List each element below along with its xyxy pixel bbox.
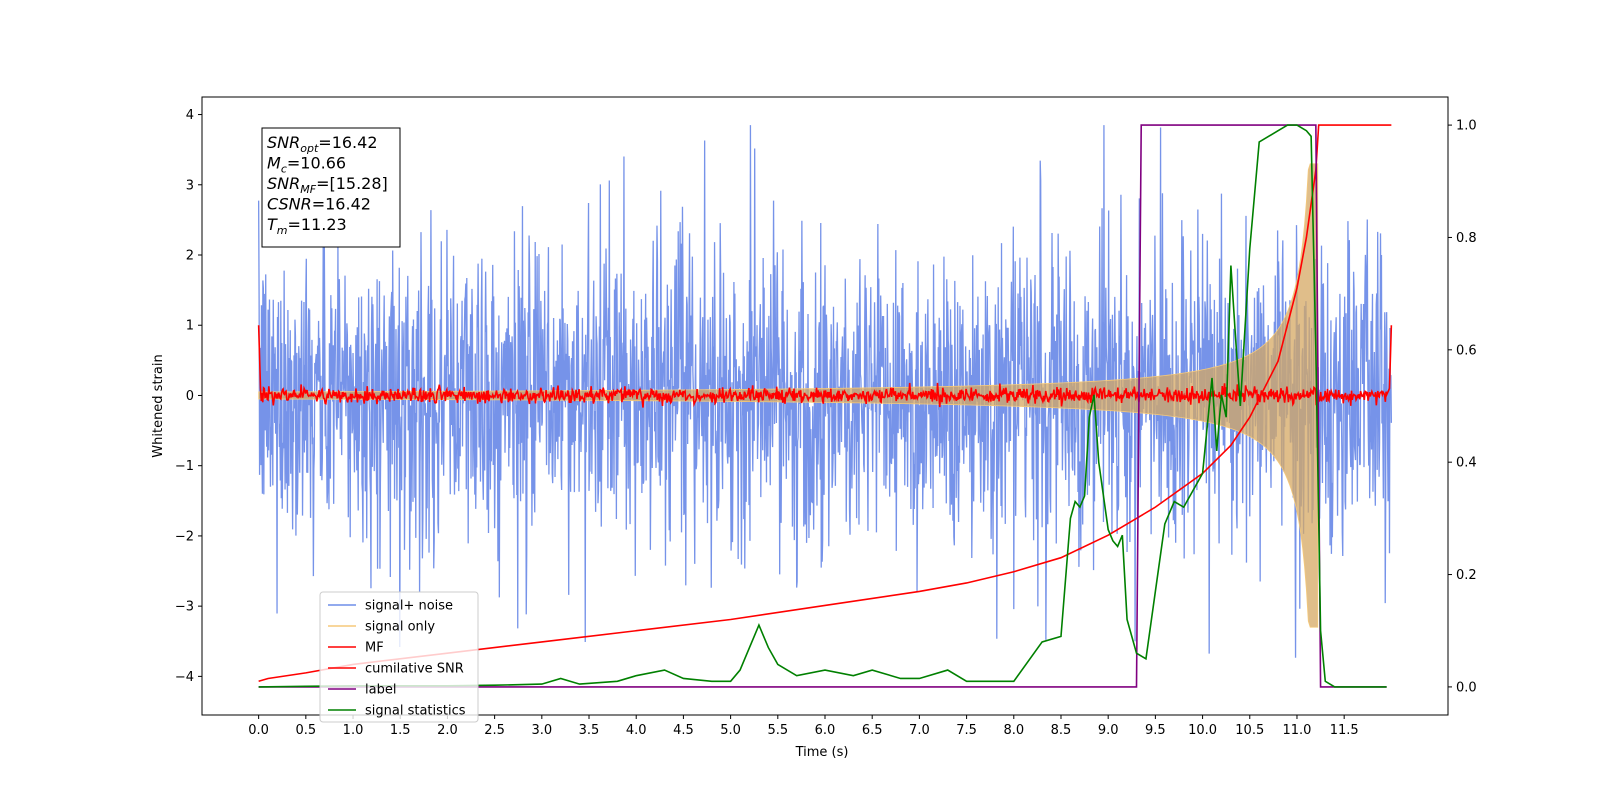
x-tick-label: 0.0 xyxy=(248,723,269,738)
x-axis-label: Time (s) xyxy=(795,745,849,760)
x-tick-label: 6.0 xyxy=(815,723,836,738)
x-tick-label: 4.0 xyxy=(626,723,647,738)
y2-tick-label: 1.0 xyxy=(1456,119,1477,134)
y-axis-right: 0.0 0.2 0.4 0.6 0.8 1.0 xyxy=(1448,119,1477,695)
annotation-line: Tm=11.23 xyxy=(267,215,347,237)
y2-tick-label: 0.6 xyxy=(1456,343,1477,358)
legend-entry: signal+ noise xyxy=(365,599,453,614)
y-axis-left: −4 −3 −2 −1 0 1 2 3 4 xyxy=(175,108,202,685)
y-tick-label: 3 xyxy=(186,178,194,193)
x-tick-label: 7.5 xyxy=(956,723,977,738)
annotation-line: CSNR=16.42 xyxy=(267,195,371,214)
series-signal-statistics xyxy=(258,124,1387,688)
y-tick-label: −4 xyxy=(175,670,194,685)
plot-area xyxy=(257,124,1393,688)
signal-noise-line xyxy=(257,125,1393,658)
legend-entry: label xyxy=(365,683,396,698)
x-tick-label: 7.0 xyxy=(909,723,930,738)
x-tick-label: 11.0 xyxy=(1282,723,1311,738)
legend-frame xyxy=(319,591,479,723)
x-tick-label: 9.5 xyxy=(1145,723,1166,738)
x-tick-label: 10.5 xyxy=(1235,723,1264,738)
series-mf xyxy=(257,325,1393,408)
legend-entry: MF xyxy=(365,641,384,656)
x-tick-label: 5.0 xyxy=(720,723,741,738)
x-tick-label: 0.5 xyxy=(295,723,316,738)
legend-entry: cumilative SNR xyxy=(365,662,464,677)
x-tick-label: 2.0 xyxy=(437,723,458,738)
x-tick-label: 1.5 xyxy=(390,723,411,738)
annotation-box: SNRopt=16.42Mc=10.66SNRMF=[15.28]CSNR=16… xyxy=(261,127,401,248)
x-tick-label: 8.0 xyxy=(1003,723,1024,738)
legend: signal+ noise signal only MF cumilative SNR… xyxy=(319,591,479,723)
y-tick-label: −1 xyxy=(175,459,194,474)
x-tick-label: 10.0 xyxy=(1188,723,1217,738)
y-tick-label: 1 xyxy=(186,319,194,334)
x-tick-label: 4.5 xyxy=(673,723,694,738)
x-axis: 0.0 0.5 1.0 1.5 2.0 2.5 3.0 3.5 4.0 4.5 5.0 5.5 6.0 6… xyxy=(248,715,1359,738)
series-label xyxy=(258,124,1387,688)
annotation-line: SNRopt=16.42 xyxy=(267,133,378,155)
stats-line xyxy=(258,124,1387,688)
x-tick-label: 6.5 xyxy=(862,723,883,738)
y2-tick-label: 0.2 xyxy=(1456,568,1477,583)
x-tick-label: 2.5 xyxy=(484,723,505,738)
x-tick-label: 8.5 xyxy=(1051,723,1072,738)
annotation-line: Mc=10.66 xyxy=(267,154,346,176)
x-tick-label: 5.5 xyxy=(767,723,788,738)
series-signal-noise xyxy=(257,125,1393,658)
x-tick-label: 11.5 xyxy=(1330,723,1359,738)
legend-entry: signal only xyxy=(365,620,435,635)
y2-tick-label: 0.0 xyxy=(1456,680,1477,695)
label-line xyxy=(258,124,1387,688)
y-tick-label: −3 xyxy=(175,600,194,615)
x-tick-label: 3.5 xyxy=(579,723,600,738)
legend-entry: signal statistics xyxy=(365,704,466,719)
x-tick-label: 3.0 xyxy=(531,723,552,738)
y-tick-label: 4 xyxy=(186,108,194,123)
annotation-frame xyxy=(261,127,401,248)
y-tick-label: 0 xyxy=(186,389,194,404)
x-tick-label: 9.0 xyxy=(1098,723,1119,738)
y-axis-label: Whitened strain xyxy=(151,354,166,457)
x-tick-label: 1.0 xyxy=(343,723,364,738)
annotation-line: SNRMF=[15.28] xyxy=(267,174,388,196)
y2-tick-label: 0.8 xyxy=(1456,231,1477,246)
y2-tick-label: 0.4 xyxy=(1456,456,1477,471)
mf-line xyxy=(257,325,1393,408)
y-tick-label: 2 xyxy=(186,249,194,264)
y-tick-label: −2 xyxy=(175,529,194,544)
